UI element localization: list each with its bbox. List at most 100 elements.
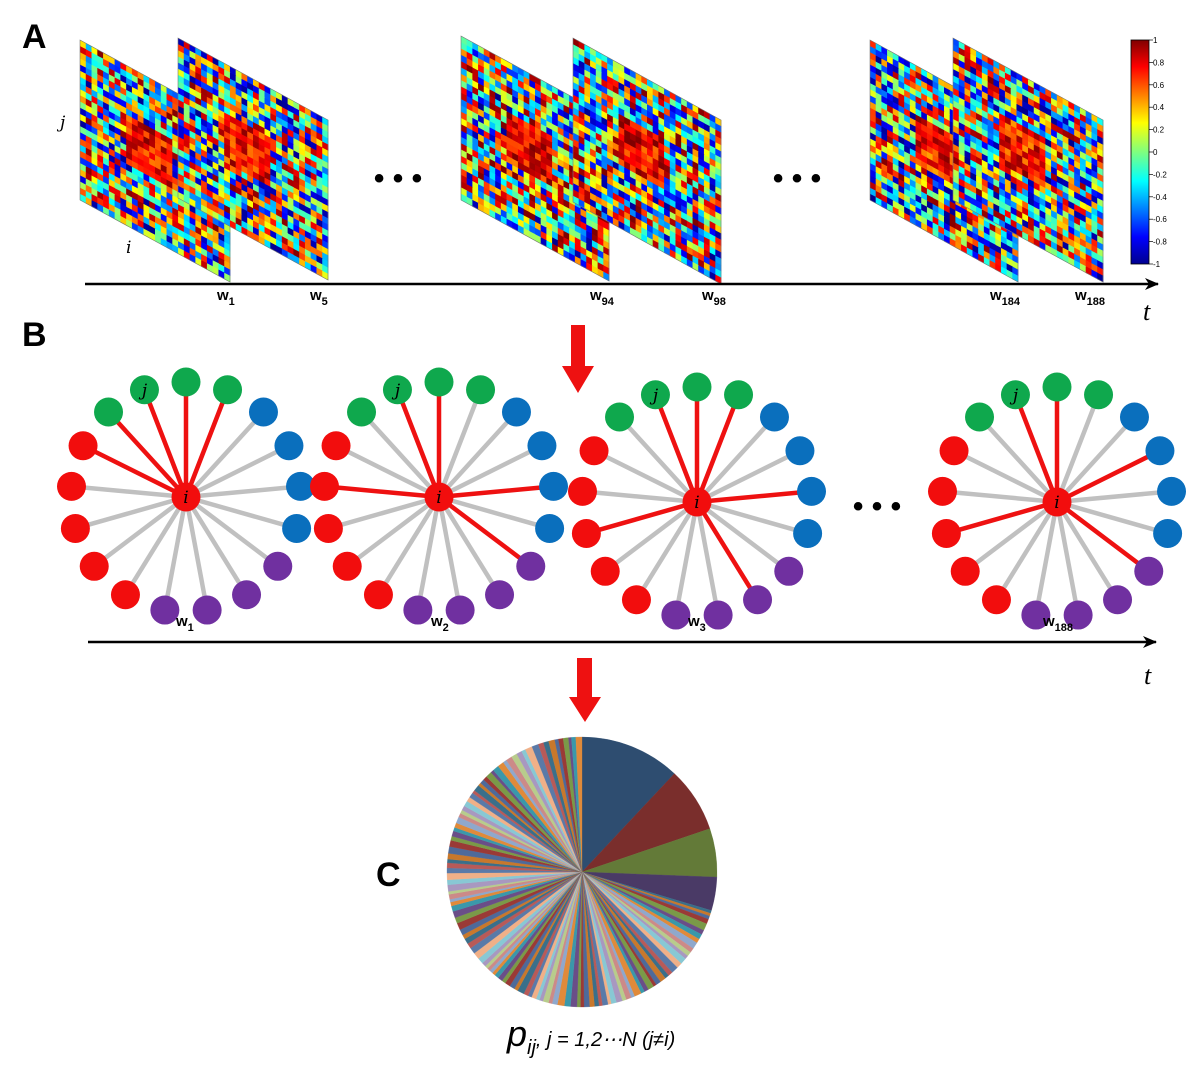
window-label: w1 xyxy=(216,287,235,308)
window-labels-a: w1 w5 w94 w98 w184 w188 xyxy=(216,287,1105,308)
network-edge-strong xyxy=(1013,393,1060,503)
network-node-purple xyxy=(232,580,262,610)
network-node-red xyxy=(60,513,90,543)
ellipsis-a2: • • • xyxy=(773,162,821,195)
network-edge-weak xyxy=(184,495,280,569)
network-edge-weak xyxy=(184,443,290,500)
network-edge-weak xyxy=(123,495,188,596)
network-edge-weak xyxy=(359,410,441,499)
network-node-purple xyxy=(774,556,804,586)
network-edge-weak xyxy=(963,500,1059,574)
window-label: w5 xyxy=(309,287,328,308)
network-edge-weak xyxy=(71,484,187,500)
network-node-green xyxy=(129,375,159,405)
network-node-blue xyxy=(501,397,531,427)
network-edge-strong xyxy=(142,388,189,498)
matrix-w94 xyxy=(460,35,610,282)
window-label: w188 xyxy=(1042,613,1073,634)
network-node-blue xyxy=(759,402,789,432)
network-node-purple xyxy=(1134,556,1164,586)
network-edge-weak xyxy=(1054,501,1081,616)
matrix-w98 xyxy=(572,37,722,285)
network-edge-weak xyxy=(436,388,483,498)
formula-sub: ij xyxy=(527,1037,536,1059)
network-edge-weak xyxy=(1055,500,1120,601)
network-node-green xyxy=(1042,372,1072,402)
network-node-purple xyxy=(445,595,475,625)
network-edge-weak xyxy=(694,501,721,616)
network-node-red xyxy=(571,518,601,548)
window-label: w2 xyxy=(430,613,449,634)
network-edge-strong xyxy=(945,499,1058,536)
window-label: w94 xyxy=(589,287,615,308)
network-node-red xyxy=(56,471,86,501)
network-node-red xyxy=(927,476,957,506)
network-edge-strong xyxy=(1055,448,1161,505)
network-edge-strong xyxy=(106,410,188,499)
network-node-purple xyxy=(485,580,515,610)
colorbar-tick-label: 0.4 xyxy=(1153,103,1165,112)
network-node-blue xyxy=(527,431,557,461)
network-node-purple xyxy=(1021,600,1051,630)
network-node-green xyxy=(640,380,670,410)
network-node-green xyxy=(1084,380,1114,410)
ellipsis-a1: • • • xyxy=(374,162,422,195)
window-label: w188 xyxy=(1074,287,1105,308)
correlation-matrix-stack xyxy=(79,35,1104,285)
network-edge-weak xyxy=(1033,501,1060,616)
colorbar-tick-label: -0.2 xyxy=(1153,170,1167,179)
network-node-blue xyxy=(1157,476,1187,506)
network-node-purple xyxy=(743,585,773,615)
network-edge-weak xyxy=(617,415,699,504)
network-node-green xyxy=(347,397,377,427)
network-edge-strong xyxy=(324,484,440,500)
network-edge-strong xyxy=(183,388,230,498)
network-edge-weak xyxy=(1056,499,1169,536)
colorbar-ticks: 1 0.8 0.6 0.4 0.2 0 -0.2 -0.4 -0.6 -0.8 -1 xyxy=(1149,36,1167,269)
formula: pij, j = 1,2⋯N (j≠i) xyxy=(506,1013,675,1059)
network-node-blue xyxy=(248,397,278,427)
network-edge-strong xyxy=(653,393,700,503)
network-node-purple xyxy=(263,551,293,581)
network-edge-weak xyxy=(1055,415,1137,504)
network-w3: ji xyxy=(567,372,827,630)
colorbar-gradient xyxy=(1130,39,1150,265)
colorbar: 1 0.8 0.6 0.4 0.2 0 -0.2 -0.4 -0.6 -0.8 -1 xyxy=(1130,36,1167,269)
network-node-label-j: j xyxy=(649,386,659,406)
network-edge-strong xyxy=(437,495,533,569)
network-node-blue xyxy=(286,471,316,501)
network-center-label-i: i xyxy=(436,488,441,508)
formula-p: p xyxy=(506,1013,527,1054)
network-edge-weak xyxy=(593,448,699,505)
network-node-purple xyxy=(192,595,222,625)
network-edge-weak xyxy=(74,494,187,531)
network-edge-weak xyxy=(1056,489,1172,505)
network-node-red xyxy=(621,585,651,615)
network-node-red xyxy=(79,551,109,581)
network-node-blue xyxy=(1119,402,1149,432)
network-node-purple xyxy=(516,551,546,581)
network-edge-weak xyxy=(438,494,551,531)
network-edge-strong xyxy=(585,499,698,536)
network-node-blue xyxy=(539,471,569,501)
network-edge-weak xyxy=(942,489,1058,505)
colorbar-tick-label: 0.6 xyxy=(1153,81,1165,90)
network-edge-weak xyxy=(673,501,700,616)
colorbar-tick-label: 1 xyxy=(1153,36,1158,45)
colorbar-tick-label: -0.4 xyxy=(1153,193,1167,202)
network-edge-weak xyxy=(437,495,502,596)
network-node-blue xyxy=(1153,518,1183,548)
network-edge-weak xyxy=(184,410,266,499)
network-node-blue xyxy=(797,476,827,506)
network-node-red xyxy=(567,476,597,506)
network-node-blue xyxy=(535,513,565,543)
pie-slice xyxy=(575,736,583,873)
time-axis-b-label: t xyxy=(1144,661,1152,690)
panel-label-b: B xyxy=(22,316,47,354)
network-node-red xyxy=(931,518,961,548)
formula-rest: , j = 1,2⋯N (j≠i) xyxy=(536,1029,675,1051)
network-edge-weak xyxy=(415,496,442,611)
network-node-red xyxy=(68,431,98,461)
network-center-node xyxy=(1042,487,1072,517)
network-edge-weak xyxy=(335,443,441,500)
